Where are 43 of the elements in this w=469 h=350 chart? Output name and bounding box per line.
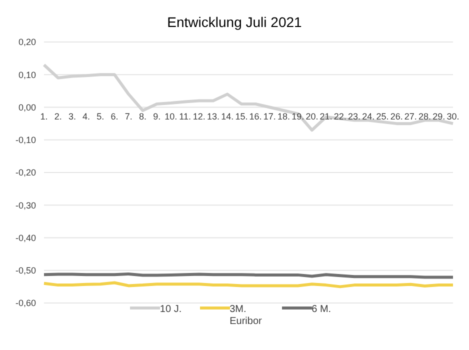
x-tick-label: 17.	[263, 111, 276, 122]
x-tick-label: 10.	[164, 111, 178, 122]
y-tick-label: 0,00	[18, 102, 36, 112]
x-tick-label: 28.	[418, 111, 432, 122]
x-tick-label: 20.	[306, 111, 318, 122]
x-tick-label: 3.	[68, 111, 76, 122]
x-tick-label: 7.	[124, 111, 132, 122]
x-tick-label: 24.	[362, 111, 375, 122]
x-tick-label: 2.	[54, 111, 62, 122]
x-tick-label: 18.	[278, 111, 290, 122]
x-tick-label: 14.	[221, 111, 234, 122]
x-tick-label: 16.	[249, 111, 262, 122]
legend-label: 3M. Euribor	[230, 304, 263, 328]
y-tick-label: -0,40	[15, 232, 36, 243]
chart-title: Entwicklung Juli 2021	[166, 14, 303, 30]
x-tick-label: 27.	[404, 111, 417, 122]
x-tick-label: 4.	[82, 111, 90, 122]
x-tick-label: 26.	[390, 111, 403, 122]
x-tick-label: 13.	[206, 111, 220, 122]
legend-label: 6 M.	[312, 304, 332, 316]
x-tick-label: 23.	[348, 111, 361, 122]
y-tick-label: 0,10	[18, 70, 36, 80]
x-tick-label: 9.	[153, 111, 161, 122]
x-tick-label: 12.	[192, 111, 206, 122]
x-tick-label: 19.	[292, 111, 304, 122]
legend-label: 10 J.	[160, 304, 182, 316]
x-tick-label: 6.	[110, 111, 118, 122]
x-tick-label: 29.	[432, 111, 446, 122]
x-tick-label: 21.	[320, 111, 332, 122]
x-tick-label: 1.	[40, 111, 48, 122]
y-tick-label: -0,60	[15, 298, 36, 308]
x-tick-label: 15.	[235, 111, 248, 122]
x-tick-label: 5.	[96, 111, 104, 122]
x-tick-label: 22.	[334, 111, 346, 122]
y-tick-label: -0,20	[15, 168, 36, 178]
y-tick-label: -0,10	[15, 135, 36, 146]
y-tick-label: -0,30	[15, 200, 36, 210]
x-tick-label: 8.	[138, 111, 146, 122]
x-tick-label: 11.	[179, 111, 191, 122]
y-tick-label: -0,50	[15, 266, 36, 276]
x-tick-label: 25.	[376, 111, 389, 122]
y-tick-label: 0,20	[18, 37, 36, 48]
x-tick-label: 30.	[446, 111, 460, 122]
